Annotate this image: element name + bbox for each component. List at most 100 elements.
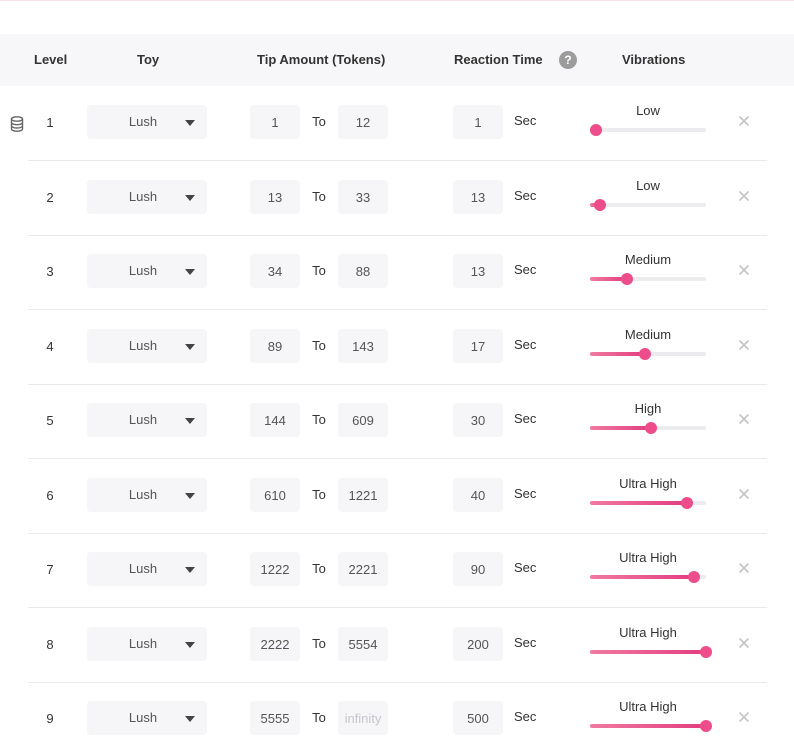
caret-down-icon <box>185 493 195 499</box>
vibration-level-label: Medium <box>624 252 672 267</box>
close-icon[interactable] <box>737 114 751 128</box>
reaction-time-input[interactable] <box>453 254 503 288</box>
to-label: To <box>312 710 326 725</box>
reaction-time-input[interactable] <box>453 105 503 139</box>
row-divider <box>28 384 767 385</box>
vibration-level-label: Low <box>636 178 660 193</box>
vibration-slider[interactable] <box>590 422 706 434</box>
help-icon[interactable]: ? <box>559 51 577 69</box>
caret-down-icon <box>185 716 195 722</box>
level-number: 2 <box>46 190 54 205</box>
close-icon[interactable] <box>737 263 751 277</box>
vibration-level-label: Ultra High <box>619 476 677 491</box>
vibration-slider[interactable] <box>590 348 706 360</box>
close-icon[interactable] <box>737 636 751 650</box>
vibration-slider-handle[interactable] <box>621 273 634 285</box>
toy-select[interactable]: Lush <box>87 627 207 661</box>
toy-select[interactable]: Lush <box>87 105 207 139</box>
close-icon[interactable] <box>737 338 751 352</box>
tip-from-input[interactable] <box>250 254 300 288</box>
toy-select[interactable]: Lush <box>87 552 207 586</box>
close-icon[interactable] <box>737 412 751 426</box>
tip-to-input[interactable] <box>338 403 388 437</box>
reaction-time-input[interactable] <box>453 403 503 437</box>
close-icon[interactable] <box>737 710 751 724</box>
tip-from-input[interactable] <box>250 552 300 586</box>
to-label: To <box>312 561 326 576</box>
vibration-slider-fill <box>590 724 706 728</box>
reaction-time-input[interactable] <box>453 180 503 214</box>
caret-down-icon <box>185 344 195 350</box>
row-divider <box>28 607 767 608</box>
table-row: 4 Lush To Sec Medium <box>0 310 794 384</box>
caret-down-icon <box>185 195 195 201</box>
toy-select-value: Lush <box>128 412 158 427</box>
top-border <box>0 0 794 1</box>
vibration-slider[interactable] <box>590 646 712 658</box>
toy-select[interactable]: Lush <box>87 180 207 214</box>
tip-from-input[interactable] <box>250 329 300 363</box>
seconds-label: Sec <box>514 113 537 128</box>
tip-to-input[interactable] <box>338 627 388 661</box>
vibration-slider[interactable] <box>590 720 712 732</box>
reaction-time-input[interactable] <box>453 478 503 512</box>
header-tip-amount: Tip Amount (Tokens) <box>257 52 386 67</box>
toy-select[interactable]: Lush <box>87 254 207 288</box>
vibration-slider-handle[interactable] <box>645 422 658 434</box>
to-label: To <box>312 338 326 353</box>
tip-from-input[interactable] <box>250 478 300 512</box>
close-icon[interactable] <box>737 189 751 203</box>
vibration-slider-handle[interactable] <box>594 199 607 211</box>
tip-from-input[interactable] <box>250 180 300 214</box>
to-label: To <box>312 636 326 651</box>
vibration-slider[interactable] <box>590 571 706 583</box>
close-icon[interactable] <box>737 561 751 575</box>
tip-to-input[interactable] <box>338 329 388 363</box>
vibration-level-label: High <box>634 401 662 416</box>
table-row: 8 Lush To Sec Ultra High <box>0 608 794 682</box>
reaction-time-input[interactable] <box>453 552 503 586</box>
tip-from-input[interactable] <box>250 627 300 661</box>
tip-from-input[interactable] <box>250 403 300 437</box>
to-label: To <box>312 412 326 427</box>
vibration-slider-handle[interactable] <box>638 348 651 360</box>
close-icon[interactable] <box>737 487 751 501</box>
caret-down-icon <box>185 567 195 573</box>
tip-to-input[interactable] <box>338 478 388 512</box>
tip-to-input[interactable] <box>338 552 388 586</box>
level-number: 4 <box>46 339 54 354</box>
reaction-time-input[interactable] <box>453 701 503 735</box>
tip-from-input[interactable] <box>250 105 300 139</box>
vibration-slider-handle[interactable] <box>681 497 694 509</box>
tip-from-input[interactable] <box>250 701 300 735</box>
vibration-slider-handle[interactable] <box>589 124 602 136</box>
reaction-time-input[interactable] <box>453 627 503 661</box>
level-number: 7 <box>46 562 54 577</box>
tip-to-input[interactable] <box>338 180 388 214</box>
toy-select-value: Lush <box>128 189 158 204</box>
database-icon[interactable] <box>10 116 24 132</box>
toy-select[interactable]: Lush <box>87 478 207 512</box>
vibration-slider[interactable] <box>590 273 706 285</box>
caret-down-icon <box>185 418 195 424</box>
toy-select[interactable]: Lush <box>87 701 207 735</box>
toy-select-value: Lush <box>128 114 158 129</box>
tip-to-input[interactable] <box>338 701 388 735</box>
level-number: 1 <box>46 115 54 130</box>
vibration-slider[interactable] <box>590 199 706 211</box>
row-divider <box>28 309 767 310</box>
vibration-slider[interactable] <box>589 124 706 136</box>
seconds-label: Sec <box>514 486 537 501</box>
vibration-slider-handle[interactable] <box>688 571 701 583</box>
vibration-slider-handle[interactable] <box>700 646 712 658</box>
vibration-level-label: Low <box>636 103 660 118</box>
vibration-slider-fill <box>590 426 652 430</box>
toy-select[interactable]: Lush <box>87 403 207 437</box>
toy-select[interactable]: Lush <box>87 329 207 363</box>
vibration-slider-handle[interactable] <box>700 720 712 732</box>
tip-to-input[interactable] <box>338 254 388 288</box>
reaction-time-input[interactable] <box>453 329 503 363</box>
vibration-slider[interactable] <box>590 497 706 509</box>
table-row: 7 Lush To Sec Ultra High <box>0 533 794 607</box>
tip-to-input[interactable] <box>338 105 388 139</box>
